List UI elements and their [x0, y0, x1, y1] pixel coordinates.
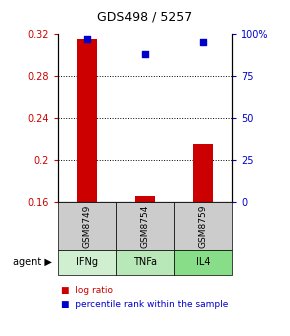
Text: ■  percentile rank within the sample: ■ percentile rank within the sample	[61, 300, 228, 309]
Text: IL4: IL4	[196, 257, 210, 267]
Text: IFNg: IFNg	[76, 257, 98, 267]
Point	[85, 36, 89, 41]
Text: ■  log ratio: ■ log ratio	[61, 286, 113, 295]
Text: GSM8759: GSM8759	[198, 204, 208, 248]
Point	[201, 39, 205, 45]
Text: GDS498 / 5257: GDS498 / 5257	[97, 10, 193, 24]
Bar	[135, 196, 155, 202]
Bar	[77, 39, 97, 202]
Text: agent ▶: agent ▶	[13, 257, 52, 267]
Text: GSM8754: GSM8754	[140, 204, 150, 248]
Text: GSM8749: GSM8749	[82, 204, 92, 248]
Point	[143, 51, 147, 56]
Text: TNFa: TNFa	[133, 257, 157, 267]
Bar	[193, 144, 213, 202]
